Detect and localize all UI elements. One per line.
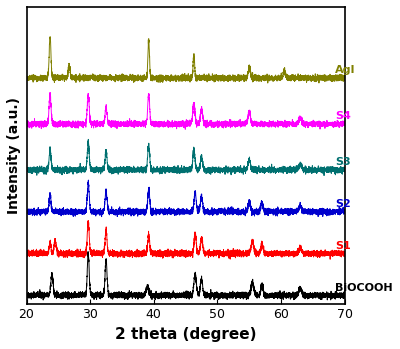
Text: S4: S4 bbox=[335, 111, 351, 121]
X-axis label: 2 theta (degree): 2 theta (degree) bbox=[115, 327, 256, 342]
Y-axis label: Intensity (a.u.): Intensity (a.u.) bbox=[7, 97, 21, 214]
Text: BiOCOOH: BiOCOOH bbox=[335, 283, 393, 293]
Text: S1: S1 bbox=[335, 241, 351, 251]
Text: S3: S3 bbox=[335, 157, 351, 168]
Text: S2: S2 bbox=[335, 199, 351, 209]
Text: AgI: AgI bbox=[335, 66, 356, 75]
